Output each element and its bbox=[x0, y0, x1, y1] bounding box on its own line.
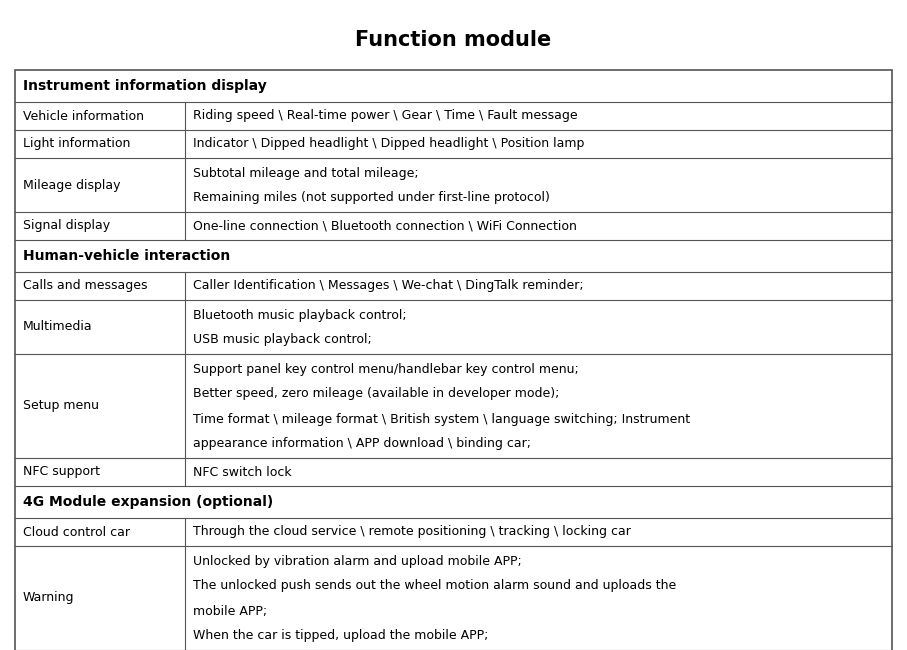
Text: When the car is tipped, upload the mobile APP;: When the car is tipped, upload the mobil… bbox=[193, 629, 488, 642]
Text: Mileage display: Mileage display bbox=[23, 179, 121, 192]
Text: 4G Module expansion (optional): 4G Module expansion (optional) bbox=[23, 495, 273, 509]
Text: Cloud control car: Cloud control car bbox=[23, 525, 130, 538]
Text: Bluetooth music playback control;: Bluetooth music playback control; bbox=[193, 309, 406, 322]
Text: Riding speed \ Real-time power \ Gear \ Time \ Fault message: Riding speed \ Real-time power \ Gear \ … bbox=[193, 109, 578, 122]
Text: Better speed, zero mileage (available in developer mode);: Better speed, zero mileage (available in… bbox=[193, 387, 560, 400]
Text: Support panel key control menu/handlebar key control menu;: Support panel key control menu/handlebar… bbox=[193, 363, 579, 376]
Text: Subtotal mileage and total mileage;: Subtotal mileage and total mileage; bbox=[193, 166, 419, 179]
Text: Calls and messages: Calls and messages bbox=[23, 280, 148, 292]
Text: Vehicle information: Vehicle information bbox=[23, 109, 144, 122]
Text: One-line connection \ Bluetooth connection \ WiFi Connection: One-line connection \ Bluetooth connecti… bbox=[193, 220, 577, 233]
Text: NFC switch lock: NFC switch lock bbox=[193, 465, 292, 478]
Text: Indicator \ Dipped headlight \ Dipped headlight \ Position lamp: Indicator \ Dipped headlight \ Dipped he… bbox=[193, 138, 584, 151]
Text: Time format \ mileage format \ British system \ language switching; Instrument: Time format \ mileage format \ British s… bbox=[193, 413, 690, 426]
Text: Multimedia: Multimedia bbox=[23, 320, 93, 333]
Text: Remaining miles (not supported under first-line protocol): Remaining miles (not supported under fir… bbox=[193, 192, 550, 205]
Text: Instrument information display: Instrument information display bbox=[23, 79, 267, 93]
Text: USB music playback control;: USB music playback control; bbox=[193, 333, 372, 346]
Text: Human-vehicle interaction: Human-vehicle interaction bbox=[23, 249, 230, 263]
Text: Light information: Light information bbox=[23, 138, 131, 151]
Text: Caller Identification \ Messages \ We-chat \ DingTalk reminder;: Caller Identification \ Messages \ We-ch… bbox=[193, 280, 583, 292]
Text: Unlocked by vibration alarm and upload mobile APP;: Unlocked by vibration alarm and upload m… bbox=[193, 554, 522, 567]
Text: appearance information \ APP download \ binding car;: appearance information \ APP download \ … bbox=[193, 437, 531, 450]
Text: The unlocked push sends out the wheel motion alarm sound and uploads the: The unlocked push sends out the wheel mo… bbox=[193, 580, 677, 593]
Text: Through the cloud service \ remote positioning \ tracking \ locking car: Through the cloud service \ remote posit… bbox=[193, 525, 631, 538]
Text: Signal display: Signal display bbox=[23, 220, 110, 233]
Text: mobile APP;: mobile APP; bbox=[193, 604, 268, 617]
Text: Setup menu: Setup menu bbox=[23, 400, 99, 413]
Text: NFC support: NFC support bbox=[23, 465, 100, 478]
Text: Function module: Function module bbox=[356, 30, 551, 50]
Text: Warning: Warning bbox=[23, 592, 74, 604]
